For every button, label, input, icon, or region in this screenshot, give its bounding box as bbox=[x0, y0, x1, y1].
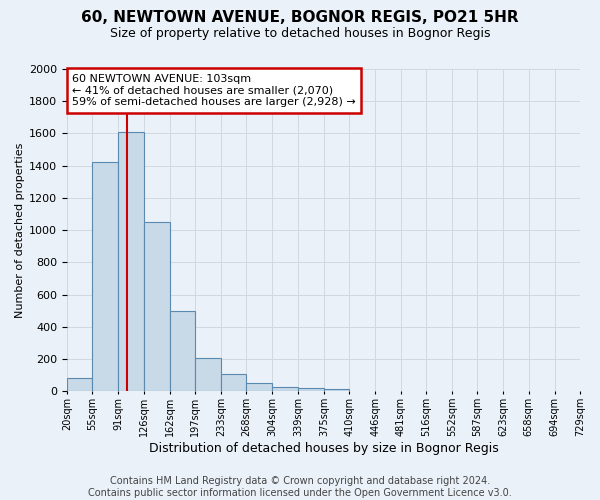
Bar bbox=[272, 386, 298, 392]
Text: 60 NEWTOWN AVENUE: 103sqm
← 41% of detached houses are smaller (2,070)
59% of se: 60 NEWTOWN AVENUE: 103sqm ← 41% of detac… bbox=[72, 74, 356, 107]
Y-axis label: Number of detached properties: Number of detached properties bbox=[15, 142, 25, 318]
Bar bbox=[67, 378, 92, 392]
Bar bbox=[298, 388, 324, 392]
Bar bbox=[144, 222, 170, 392]
Text: Size of property relative to detached houses in Bognor Regis: Size of property relative to detached ho… bbox=[110, 28, 490, 40]
Bar bbox=[221, 374, 247, 392]
Bar bbox=[195, 358, 221, 392]
X-axis label: Distribution of detached houses by size in Bognor Regis: Distribution of detached houses by size … bbox=[149, 442, 499, 455]
Text: 60, NEWTOWN AVENUE, BOGNOR REGIS, PO21 5HR: 60, NEWTOWN AVENUE, BOGNOR REGIS, PO21 5… bbox=[81, 10, 519, 25]
Bar bbox=[324, 389, 349, 392]
Bar bbox=[247, 384, 272, 392]
Text: Contains HM Land Registry data © Crown copyright and database right 2024.
Contai: Contains HM Land Registry data © Crown c… bbox=[88, 476, 512, 498]
Bar bbox=[92, 162, 118, 392]
Bar bbox=[170, 311, 195, 392]
Bar bbox=[118, 132, 144, 392]
